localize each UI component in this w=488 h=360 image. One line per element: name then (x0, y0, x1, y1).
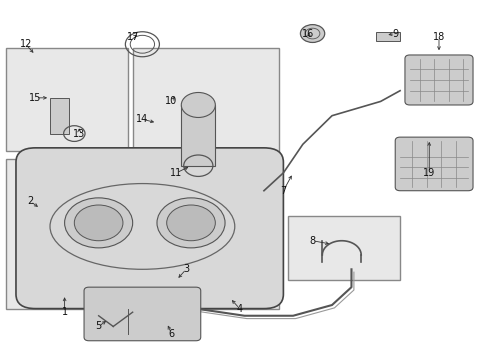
Text: 11: 11 (170, 168, 182, 178)
Text: 5: 5 (95, 321, 102, 332)
Text: 15: 15 (29, 93, 41, 103)
Text: 8: 8 (309, 236, 315, 246)
Bar (375, 32, 399, 41)
Text: 14: 14 (136, 114, 148, 124)
Bar (50, 98, 69, 134)
Bar (6, 158, 278, 309)
Text: 7: 7 (280, 186, 286, 196)
Bar (181, 105, 215, 166)
FancyBboxPatch shape (84, 287, 201, 341)
Text: 4: 4 (236, 303, 242, 314)
Text: 19: 19 (422, 168, 434, 178)
Text: 2: 2 (27, 197, 34, 206)
Text: 12: 12 (20, 39, 32, 49)
Text: 9: 9 (391, 28, 398, 39)
Circle shape (157, 198, 224, 248)
Circle shape (74, 205, 122, 241)
Text: 6: 6 (168, 329, 174, 339)
FancyBboxPatch shape (404, 55, 472, 105)
Circle shape (64, 198, 132, 248)
Text: 3: 3 (183, 264, 189, 274)
Text: 1: 1 (61, 307, 67, 317)
Circle shape (300, 24, 324, 42)
FancyBboxPatch shape (394, 137, 472, 191)
Bar (132, 48, 278, 180)
Bar (287, 216, 399, 280)
Text: 17: 17 (126, 32, 139, 42)
Text: 13: 13 (73, 129, 85, 139)
FancyBboxPatch shape (16, 148, 283, 309)
Bar (6, 48, 127, 152)
Text: 16: 16 (301, 28, 313, 39)
Circle shape (166, 205, 215, 241)
Circle shape (181, 93, 215, 117)
Text: 18: 18 (432, 32, 444, 42)
Text: 10: 10 (165, 96, 177, 107)
